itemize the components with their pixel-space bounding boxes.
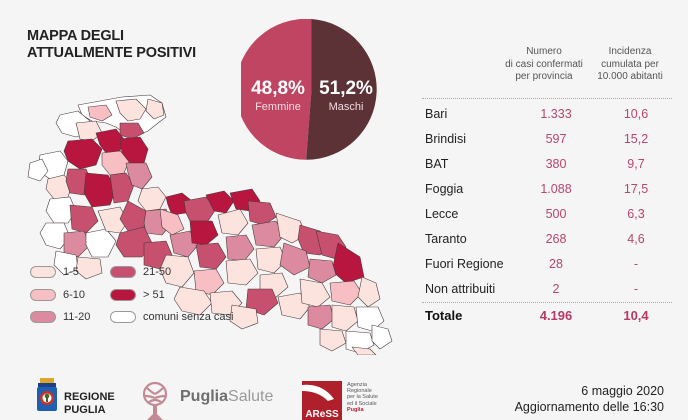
page-title: MAPPA DEGLI ATTUALMENTE POSITIVI bbox=[27, 28, 196, 62]
update-time-label: Aggiornamento delle 16:30 bbox=[514, 400, 664, 414]
header-cases: Numero di casi confermati per provincia bbox=[498, 46, 590, 84]
legend-swatch bbox=[30, 289, 56, 301]
table-row-total: Totale 4.196 10,4 bbox=[425, 305, 675, 325]
update-info: 6 maggio 2020 Aggiornamento delle 16:30 bbox=[515, 383, 664, 415]
legend-label: comuni senza casi bbox=[143, 311, 234, 323]
row-cases: 1.333 bbox=[540, 107, 572, 121]
legend-label: 21-50 bbox=[143, 266, 172, 278]
legend-label: 6-10 bbox=[63, 289, 86, 301]
femmine-label-group: 48,8% Femmine bbox=[244, 78, 312, 114]
regione-line: PUGLIA bbox=[64, 403, 106, 416]
maschi-label-group: 51,2% Maschi bbox=[313, 78, 379, 114]
row-province: Non attribuiti bbox=[425, 282, 496, 296]
legend-item-11-20: 11-20 bbox=[30, 311, 90, 323]
regione-puglia-logo-text: REGIONE PUGLIA bbox=[64, 391, 115, 416]
aress-logo-text: AReSS bbox=[305, 409, 339, 420]
puglia-salute-logo-text: PugliaSalute bbox=[180, 388, 273, 406]
header-incidence-line: cumulata per bbox=[601, 58, 659, 70]
legend-swatch bbox=[30, 266, 56, 278]
total-label: Totale bbox=[425, 307, 463, 323]
date-label: 6 maggio 2020 bbox=[581, 384, 664, 398]
puglia-salute-tree-icon bbox=[142, 381, 168, 420]
title-line-2: ATTUALMENTE POSITIVI bbox=[27, 45, 196, 61]
table-row: Foggia 1.088 17,5 bbox=[425, 179, 675, 199]
legend-item-no-cases: comuni senza casi bbox=[110, 311, 234, 323]
header-cases-line: per provincia bbox=[515, 71, 573, 82]
header-incidence-line: 10.000 abitanti bbox=[597, 71, 663, 82]
legend-swatch bbox=[30, 311, 56, 323]
maschi-percentage: 51,2% bbox=[319, 78, 373, 99]
total-cases: 4.196 bbox=[539, 307, 573, 323]
puglia-salute-light: Salute bbox=[228, 388, 274, 405]
femmine-label: Femmine bbox=[255, 101, 301, 113]
row-province: Bari bbox=[425, 107, 448, 121]
legend-item-over-51: > 51 bbox=[110, 289, 165, 301]
row-cases: 597 bbox=[545, 132, 567, 146]
header-cases-line: di casi confermati bbox=[505, 58, 583, 70]
divider bbox=[422, 302, 672, 303]
aress-line-puglia: Puglia bbox=[347, 406, 364, 413]
table-row: Fuori Regione 28 - bbox=[425, 254, 675, 274]
row-province: Foggia bbox=[425, 182, 464, 196]
row-cases: 2 bbox=[552, 282, 560, 296]
row-province: Fuori Regione bbox=[425, 257, 504, 271]
gender-pie-chart bbox=[241, 19, 377, 160]
table-row: BAT 380 9,7 bbox=[425, 154, 675, 174]
legend-item-6-10: 6-10 bbox=[30, 289, 85, 301]
legend-label: > 51 bbox=[143, 289, 165, 301]
header-incidence-line: Incidenza bbox=[608, 46, 652, 57]
legend-item-21-50: 21-50 bbox=[110, 266, 171, 278]
aress-line: per la Salute bbox=[347, 394, 378, 401]
divider bbox=[422, 98, 672, 99]
aress-line: ed il Sociale bbox=[347, 400, 377, 407]
legend-label: 11-20 bbox=[63, 311, 91, 323]
puglia-choropleth-map bbox=[27, 94, 393, 355]
table-row: Taranto 268 4,6 bbox=[425, 229, 675, 249]
table-row: Lecce 500 6,3 bbox=[425, 204, 675, 224]
puglia-salute-bold: Puglia bbox=[180, 388, 229, 405]
row-incidence: 6,3 bbox=[627, 207, 645, 221]
legend-swatch bbox=[110, 266, 136, 278]
row-incidence: 15,2 bbox=[623, 132, 649, 146]
total-incidence: 10,4 bbox=[623, 307, 649, 323]
row-cases: 380 bbox=[545, 157, 567, 171]
row-province: BAT bbox=[425, 157, 449, 171]
header-cases-line: Numero bbox=[526, 46, 562, 57]
row-incidence: - bbox=[633, 282, 639, 296]
maschi-label: Maschi bbox=[328, 101, 364, 113]
table-row: Brindisi 597 15,2 bbox=[425, 129, 675, 149]
row-cases: 28 bbox=[549, 257, 563, 271]
aress-agency-text: Agenzia Regionale per la Salute ed il So… bbox=[347, 382, 378, 413]
aress-logo-icon: AReSS bbox=[302, 381, 342, 420]
legend-label: 1-5 bbox=[63, 266, 79, 278]
legend-swatch bbox=[110, 289, 136, 301]
row-cases: 1.088 bbox=[540, 182, 572, 196]
row-province: Brindisi bbox=[425, 132, 466, 146]
row-cases: 268 bbox=[545, 232, 567, 246]
title-line-1: MAPPA DEGLI bbox=[27, 28, 124, 44]
legend-item-1-5: 1-5 bbox=[30, 266, 79, 278]
row-cases: 500 bbox=[545, 207, 567, 221]
row-province: Taranto bbox=[425, 232, 467, 246]
row-incidence: 10,6 bbox=[623, 107, 649, 121]
legend-swatch bbox=[110, 311, 136, 323]
pie-slice-femmine bbox=[241, 19, 312, 160]
table-row: Bari 1.333 10,6 bbox=[425, 104, 675, 124]
row-incidence: - bbox=[633, 257, 639, 271]
row-incidence: 17,5 bbox=[623, 182, 649, 196]
regione-puglia-crest-icon bbox=[37, 378, 57, 411]
table-row: Non attribuiti 2 - bbox=[425, 279, 675, 299]
regione-line: REGIONE bbox=[64, 391, 115, 403]
row-incidence: 4,6 bbox=[627, 232, 645, 246]
row-province: Lecce bbox=[425, 207, 459, 221]
aress-line: Agenzia bbox=[347, 382, 367, 388]
row-incidence: 9,7 bbox=[627, 157, 645, 171]
femmine-percentage: 48,8% bbox=[251, 78, 305, 99]
header-incidence: Incidenza cumulata per 10.000 abitanti bbox=[592, 46, 668, 84]
pie-slice-maschi bbox=[306, 19, 377, 160]
aress-line: Regionale bbox=[347, 388, 372, 395]
